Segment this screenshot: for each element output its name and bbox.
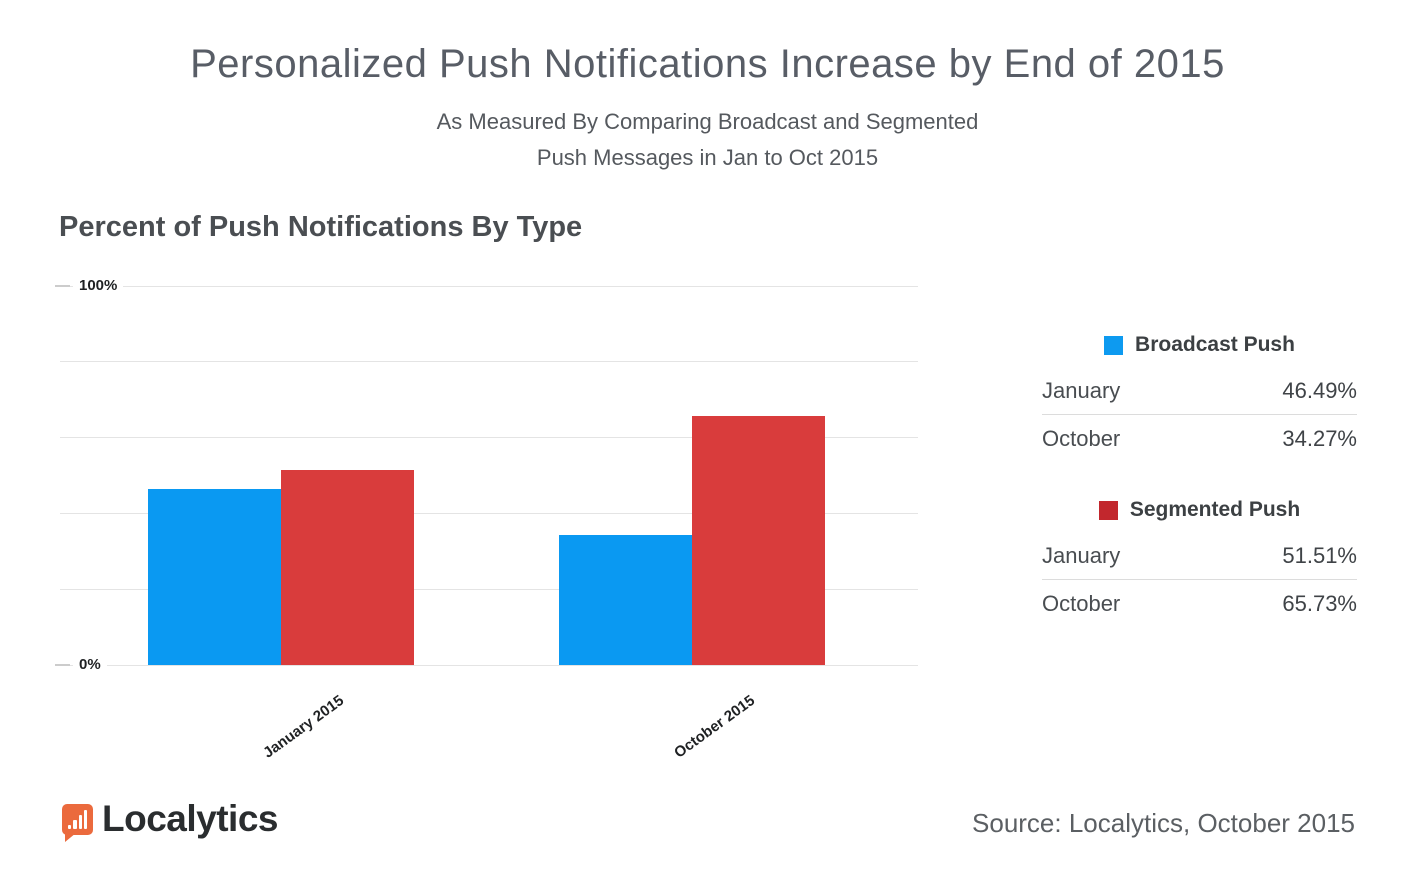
legend-title-segmented-label: Segmented Push	[1129, 498, 1301, 521]
gridline	[60, 512, 918, 514]
bar-broadcast-push-january-2015	[148, 488, 281, 665]
page-subtitle-line2: Push Messages in Jan to Oct 2015	[536, 145, 879, 170]
x-axis-label: October 2015	[671, 692, 758, 762]
bar-segmented-push-october-2015	[692, 415, 825, 665]
legend-title-segmented: Segmented Push	[1042, 498, 1357, 522]
localytics-logo-icon	[62, 803, 93, 842]
bar-chart-plot-area: 0% 100% January 2015 October 2015	[55, 277, 918, 762]
chart-legend: Broadcast Push January 46.49% October 34…	[1042, 333, 1357, 627]
bar-segmented-push-january-2015	[281, 469, 414, 665]
gridline	[60, 588, 918, 590]
y-axis-tick	[55, 664, 70, 666]
segmented-swatch-icon	[1098, 500, 1118, 520]
legend-row-value: 51.51%	[1282, 542, 1357, 568]
chart-heading: Percent of Push Notifications By Type	[59, 211, 583, 243]
legend-row-label: October	[1042, 425, 1121, 451]
gridline	[60, 664, 918, 666]
brand-lockup: Localytics	[62, 798, 278, 842]
broadcast-swatch-icon	[1104, 335, 1124, 355]
legend-row-label: January	[1042, 377, 1121, 403]
gridline	[60, 361, 918, 363]
legend-title-broadcast: Broadcast Push	[1042, 333, 1357, 357]
brand-name: Localytics	[102, 798, 278, 839]
page-title: Personalized Push Notifications Increase…	[190, 42, 1225, 86]
y-axis-tick	[55, 285, 70, 287]
legend-panel-broadcast: Broadcast Push January 46.49% October 34…	[1042, 333, 1357, 462]
legend-row-label: October	[1042, 590, 1121, 616]
source-attribution: Source: Localytics, October 2015	[972, 808, 1355, 838]
legend-panel-segmented: Segmented Push January 51.51% October 65…	[1042, 498, 1357, 627]
x-axis-label: January 2015	[260, 692, 347, 762]
legend-title-broadcast-label: Broadcast Push	[1135, 333, 1295, 356]
y-axis-label-min: 0%	[73, 656, 107, 674]
gridline	[60, 285, 918, 287]
gridline	[60, 437, 918, 439]
legend-row: January 51.51%	[1042, 532, 1357, 579]
bar-broadcast-push-october-2015	[559, 535, 692, 665]
legend-row-value: 46.49%	[1282, 377, 1357, 403]
legend-row-value: 65.73%	[1282, 590, 1357, 616]
legend-row: October 65.73%	[1042, 579, 1357, 627]
legend-row-label: January	[1042, 542, 1121, 568]
logo-bars-icon	[68, 809, 87, 829]
page-subtitle-line1: As Measured By Comparing Broadcast and S…	[436, 109, 979, 134]
legend-row: October 34.27%	[1042, 414, 1357, 462]
y-axis-label-max: 100%	[73, 277, 124, 295]
legend-row-value: 34.27%	[1282, 425, 1357, 451]
legend-row: January 46.49%	[1042, 367, 1357, 414]
